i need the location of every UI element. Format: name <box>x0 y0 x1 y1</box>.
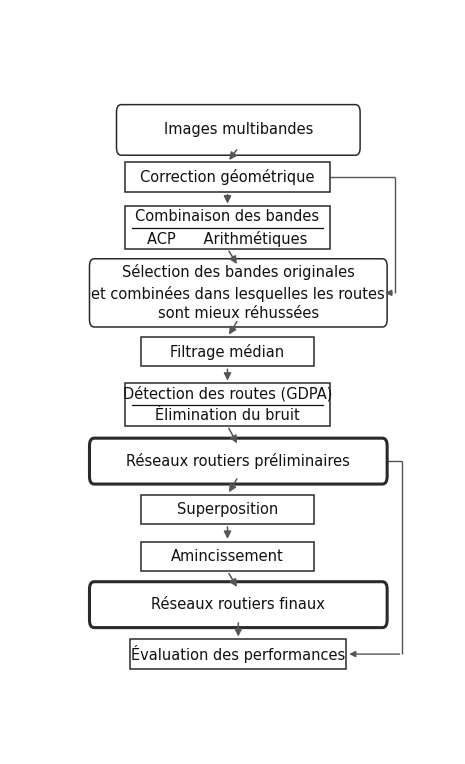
Text: Correction géométrique: Correction géométrique <box>140 169 315 185</box>
FancyBboxPatch shape <box>89 259 387 327</box>
FancyBboxPatch shape <box>130 639 346 668</box>
FancyBboxPatch shape <box>89 439 387 484</box>
Text: Combinaison des bandes: Combinaison des bandes <box>135 209 319 224</box>
FancyBboxPatch shape <box>117 105 360 155</box>
Text: Évaluation des performances: Évaluation des performances <box>131 645 345 663</box>
Text: Amincissement: Amincissement <box>171 549 284 564</box>
Text: Détection des routes (GDPA): Détection des routes (GDPA) <box>123 386 332 401</box>
Text: Filtrage médian: Filtrage médian <box>171 344 285 360</box>
Text: Images multibandes: Images multibandes <box>164 122 313 138</box>
FancyBboxPatch shape <box>125 206 330 249</box>
Text: Élimination du bruit: Élimination du bruit <box>155 408 300 423</box>
FancyBboxPatch shape <box>125 384 330 426</box>
Text: Sélection des bandes originales
et combinées dans lesquelles les routes
sont mie: Sélection des bandes originales et combi… <box>92 264 385 322</box>
Text: Superposition: Superposition <box>177 502 278 517</box>
FancyBboxPatch shape <box>89 581 387 627</box>
FancyBboxPatch shape <box>141 337 314 367</box>
FancyBboxPatch shape <box>125 162 330 192</box>
Text: Réseaux routiers préliminaires: Réseaux routiers préliminaires <box>126 453 350 469</box>
Text: ACP      Arithmétiques: ACP Arithmétiques <box>147 231 308 247</box>
Text: Réseaux routiers finaux: Réseaux routiers finaux <box>152 597 325 612</box>
FancyBboxPatch shape <box>141 494 314 524</box>
FancyBboxPatch shape <box>141 542 314 571</box>
